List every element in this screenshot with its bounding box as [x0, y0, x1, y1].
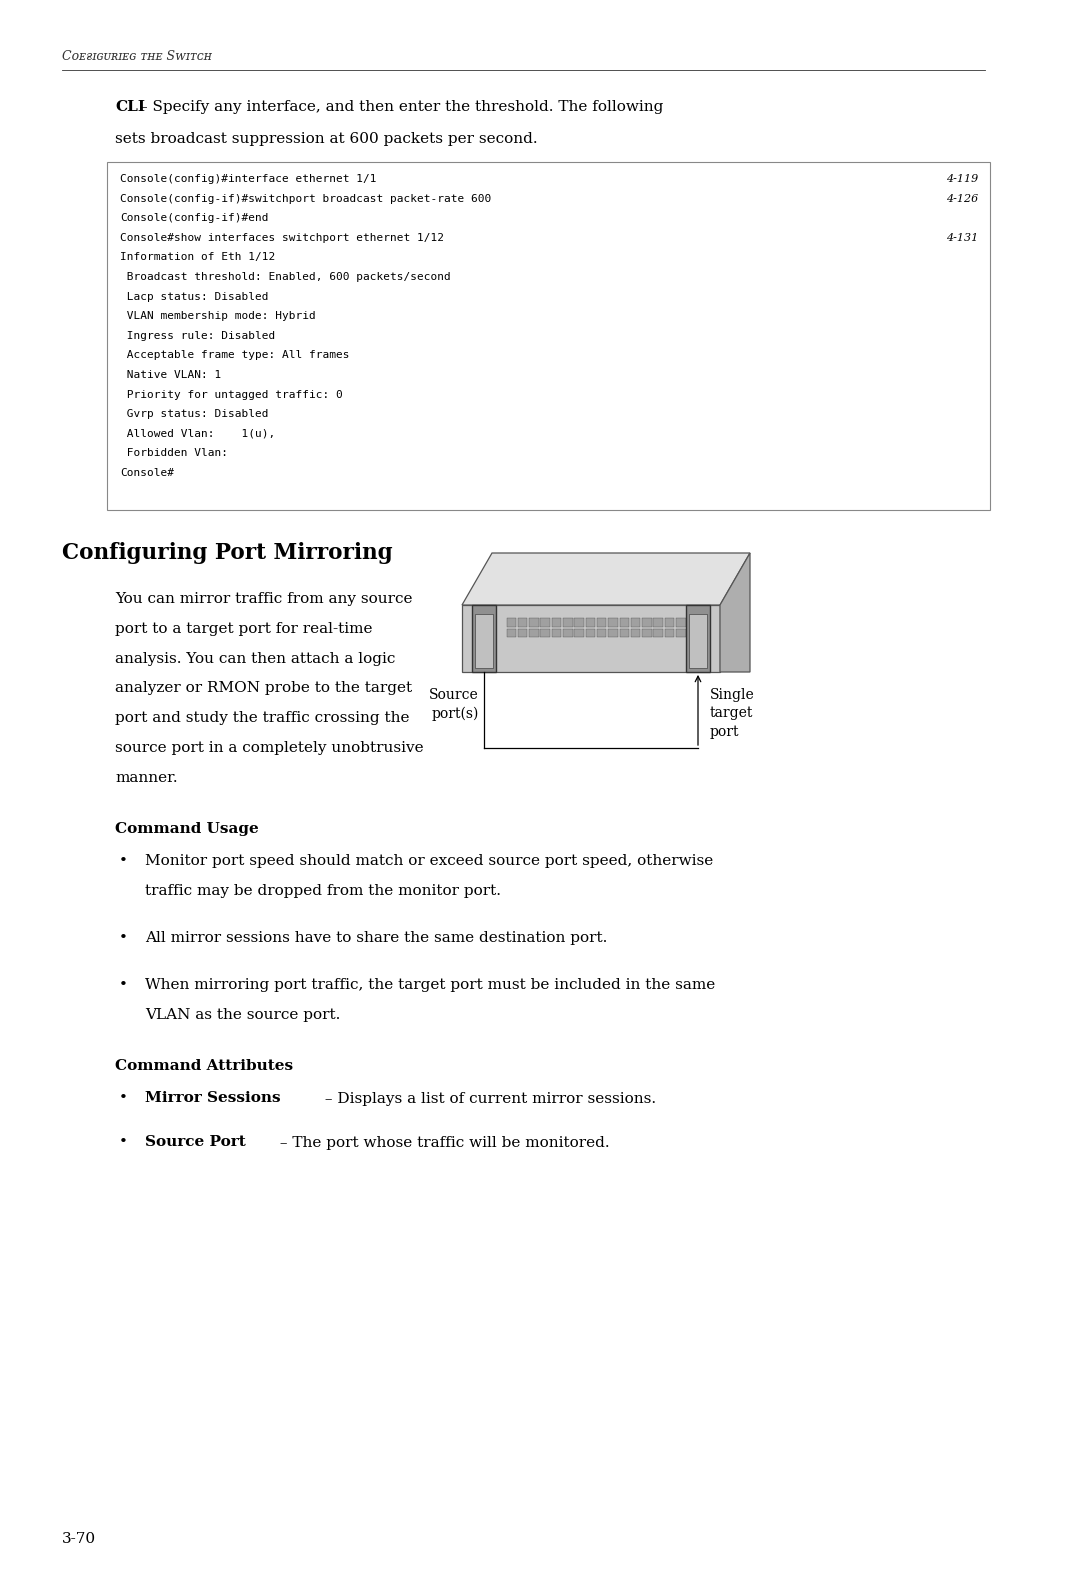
Bar [608, 619, 618, 626]
Bar [540, 628, 550, 637]
Text: analyzer or RMON probe to the target: analyzer or RMON probe to the target [114, 681, 413, 696]
Bar [563, 628, 572, 637]
Text: Source Port: Source Port [145, 1135, 246, 1149]
Text: traffic may be dropped from the monitor port.: traffic may be dropped from the monitor … [145, 884, 501, 898]
Bar [472, 604, 496, 672]
Bar [653, 628, 663, 637]
Bar [653, 619, 663, 626]
Bar [664, 619, 674, 626]
Text: manner.: manner. [114, 771, 177, 785]
Text: port to a target port for real-time: port to a target port for real-time [114, 622, 373, 636]
Text: Priority for untagged traffic: 0: Priority for untagged traffic: 0 [120, 389, 342, 400]
Bar [643, 628, 651, 637]
Bar [529, 628, 539, 637]
Bar [620, 619, 629, 626]
Bar [517, 628, 527, 637]
Bar [540, 619, 550, 626]
Text: port and study the traffic crossing the: port and study the traffic crossing the [114, 711, 409, 725]
Text: Ingress rule: Disabled: Ingress rule: Disabled [120, 331, 275, 341]
Bar [475, 614, 492, 667]
Text: Source
port(s): Source port(s) [429, 688, 480, 721]
Text: Forbidden Vlan:: Forbidden Vlan: [120, 449, 228, 458]
Text: – Displays a list of current mirror sessions.: – Displays a list of current mirror sess… [320, 1091, 657, 1105]
Text: All mirror sessions have to share the same destination port.: All mirror sessions have to share the sa… [145, 931, 607, 945]
Text: analysis. You can then attach a logic: analysis. You can then attach a logic [114, 652, 395, 666]
Text: Allowed Vlan:    1(u),: Allowed Vlan: 1(u), [120, 429, 275, 438]
Bar [686, 604, 710, 672]
Text: Console#show interfaces switchport ethernet 1/12: Console#show interfaces switchport ether… [120, 232, 444, 243]
Text: Monitor port speed should match or exceed source port speed, otherwise: Monitor port speed should match or excee… [145, 854, 713, 868]
Text: VLAN membership mode: Hybrid: VLAN membership mode: Hybrid [120, 311, 315, 322]
Bar [529, 619, 539, 626]
Bar [575, 619, 584, 626]
Text: Information of Eth 1/12: Information of Eth 1/12 [120, 253, 275, 262]
Text: 4-119: 4-119 [946, 174, 978, 184]
Text: – The port whose traffic will be monitored.: – The port whose traffic will be monitor… [275, 1135, 609, 1149]
Bar [631, 628, 640, 637]
Polygon shape [462, 553, 750, 604]
Text: 3-70: 3-70 [62, 1532, 96, 1546]
Bar [608, 628, 618, 637]
Bar [597, 628, 606, 637]
Text: – Specify any interface, and then enter the threshold. The following: – Specify any interface, and then enter … [140, 100, 664, 115]
Text: •: • [119, 854, 127, 868]
Bar [107, 162, 990, 510]
Bar [597, 619, 606, 626]
Bar [689, 614, 707, 667]
Text: Broadcast threshold: Enabled, 600 packets/second: Broadcast threshold: Enabled, 600 packet… [120, 272, 450, 283]
Bar [585, 619, 595, 626]
Bar [552, 619, 562, 626]
Text: Command Attributes: Command Attributes [114, 1060, 293, 1074]
Polygon shape [720, 553, 750, 672]
Text: Console#: Console# [120, 468, 174, 477]
Text: source port in a completely unobtrusive: source port in a completely unobtrusive [114, 741, 423, 755]
Text: sets broadcast suppression at 600 packets per second.: sets broadcast suppression at 600 packet… [114, 132, 538, 146]
Bar [676, 628, 686, 637]
Bar [664, 628, 674, 637]
Bar [563, 619, 572, 626]
Bar [517, 619, 527, 626]
Bar [552, 628, 562, 637]
Text: Cᴏᴇғɪɢᴜʀɪᴇɢ ᴛʜᴇ Sᴡɪᴛᴄʜ: Cᴏᴇғɪɢᴜʀɪᴇɢ ᴛʜᴇ Sᴡɪᴛᴄʜ [62, 50, 212, 63]
Text: Console(config-if)#switchport broadcast packet-rate 600: Console(config-if)#switchport broadcast … [120, 193, 491, 204]
Bar [507, 619, 516, 626]
Text: 4-131: 4-131 [946, 232, 978, 243]
Text: Command Usage: Command Usage [114, 823, 259, 835]
Text: Lacp status: Disabled: Lacp status: Disabled [120, 292, 269, 301]
Text: You can mirror traffic from any source: You can mirror traffic from any source [114, 592, 413, 606]
Bar [643, 619, 651, 626]
Text: Native VLAN: 1: Native VLAN: 1 [120, 371, 221, 380]
Text: When mirroring port traffic, the target port must be included in the same: When mirroring port traffic, the target … [145, 978, 715, 992]
Bar [631, 619, 640, 626]
Text: Single
target
port: Single target port [710, 688, 755, 739]
Bar [676, 619, 686, 626]
Text: Console(config)#interface ethernet 1/1: Console(config)#interface ethernet 1/1 [120, 174, 377, 184]
Bar [585, 628, 595, 637]
Text: Console(config-if)#end: Console(config-if)#end [120, 214, 269, 223]
Bar [620, 628, 629, 637]
Text: •: • [119, 1091, 127, 1105]
Text: CLI: CLI [114, 100, 145, 115]
Text: Acceptable frame type: All frames: Acceptable frame type: All frames [120, 350, 350, 361]
Text: VLAN as the source port.: VLAN as the source port. [145, 1008, 340, 1022]
Bar [575, 628, 584, 637]
Bar [507, 628, 516, 637]
Text: •: • [119, 1135, 127, 1149]
Text: 4-126: 4-126 [946, 193, 978, 204]
Text: Gvrp status: Disabled: Gvrp status: Disabled [120, 410, 269, 419]
Text: •: • [119, 931, 127, 945]
Text: Mirror Sessions: Mirror Sessions [145, 1091, 281, 1105]
Text: •: • [119, 978, 127, 992]
Text: Configuring Port Mirroring: Configuring Port Mirroring [62, 542, 393, 564]
Polygon shape [462, 604, 720, 672]
